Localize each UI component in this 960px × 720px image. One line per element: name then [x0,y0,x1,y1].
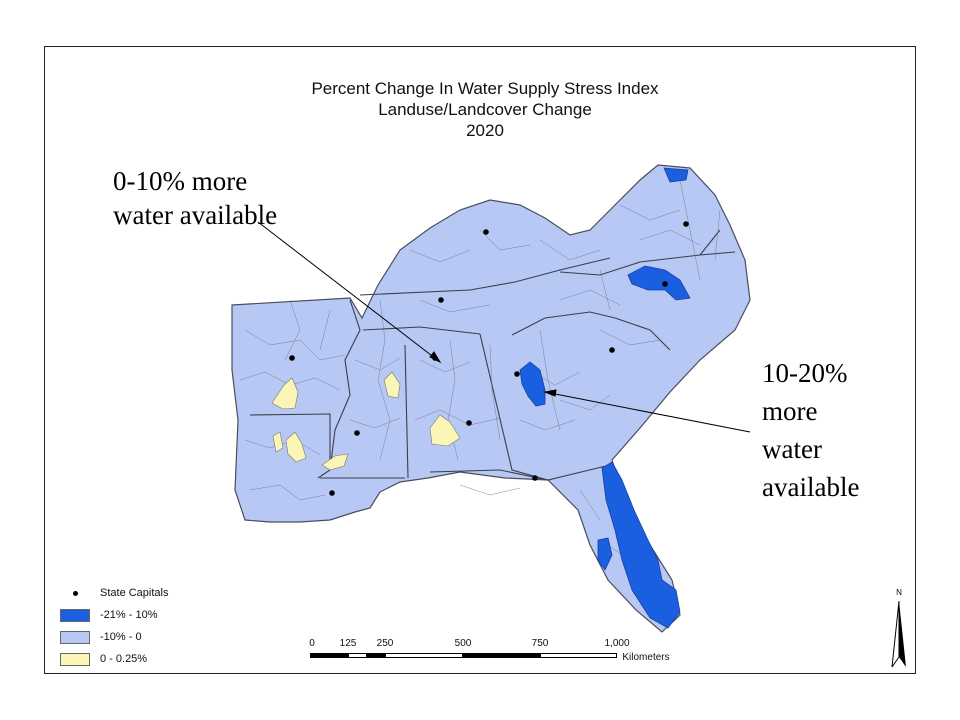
scale-unit: Kilometers [622,652,670,663]
capital-dot [662,281,668,287]
scale-tick-500: 500 [454,638,472,649]
region-nc [627,265,691,301]
region-mississippi [383,371,401,399]
annotation-left-line-1: 0-10% more [113,166,248,196]
capital-dot [532,475,538,481]
scale-segment [310,653,348,658]
annotation-right: 10-20% more water available [762,354,859,506]
high-change-regions [519,167,691,629]
region-louisiana-b [272,431,284,453]
capital-dot [609,347,615,353]
scale-tick-250: 250 [376,638,394,649]
map-title: Percent Change In Water Supply Stress In… [195,78,775,141]
legend-capitals: State Capitals [60,582,168,604]
legend-item-low: 0 - 0.25% [60,648,168,670]
capital-dot [466,420,472,426]
annotation-right-line-4: available [762,472,860,502]
legend-swatch-high [60,608,90,622]
title-line-1: Percent Change In Water Supply Stress In… [311,79,659,98]
southeast-region [231,164,751,633]
region-florida-east [601,461,681,629]
scale-tick-0: 0 [309,638,315,649]
annotation-right-line-2: more [762,396,818,426]
capital-dot [354,430,360,436]
capital-dot [438,297,444,303]
north-label: N [896,588,902,597]
region-florida-west [597,537,613,571]
legend-item-high: -21% - 10% [60,604,168,626]
region-louisiana-c [321,453,349,471]
title-line-3: 2020 [466,121,504,140]
scale-segment [463,653,540,658]
map-legend: State Capitals -21% - 10% -10% - 0 0 - 0… [60,582,168,670]
legend-label-high: -21% - 10% [100,609,158,621]
capital-dot [683,221,689,227]
annotation-right-line-3: water [762,434,822,464]
annotation-left: 0-10% more water available [113,164,277,232]
region-georgia [519,361,546,407]
annotation-left-line-2: water available [113,200,278,230]
capital-dot [514,371,520,377]
legend-label-low: 0 - 0.25% [100,653,148,665]
region-louisiana-a [285,431,307,463]
left-arrow-line [257,221,441,363]
legend-item-mid: -10% - 0 [60,626,168,648]
scale-tick-1000: 1,000 [604,638,630,649]
north-arrow: N [889,588,909,674]
right-arrow-head [543,389,557,397]
region-alabama [429,414,461,447]
capital-dot [483,229,489,235]
low-change-regions [271,371,461,471]
capital-dot [289,355,295,361]
north-arrow-icon [891,600,906,668]
annotation-right-line-1: 10-20% [762,358,848,388]
legend-swatch-mid [60,630,90,644]
legend-swatch-low [60,652,90,666]
annotation-arrows [257,221,751,433]
capital-symbol-icon [60,587,90,600]
scale-tick-125: 125 [339,638,357,649]
left-arrow-head [429,351,442,364]
legend-label-mid: -10% - 0 [100,631,142,643]
scale-segment [385,653,463,658]
scale-segment [367,653,385,658]
legend-capitals-label: State Capitals [100,587,169,599]
scale-segment [540,653,617,658]
scale-segment [348,653,367,658]
watershed-lines [239,179,721,596]
region-virginia-top [663,167,689,183]
title-line-2: Landuse/Landcover Change [378,100,592,119]
right-arrow-line [544,391,751,433]
region-arkansas [271,377,299,410]
capital-dot [329,490,335,496]
scale-tick-750: 750 [531,638,549,649]
